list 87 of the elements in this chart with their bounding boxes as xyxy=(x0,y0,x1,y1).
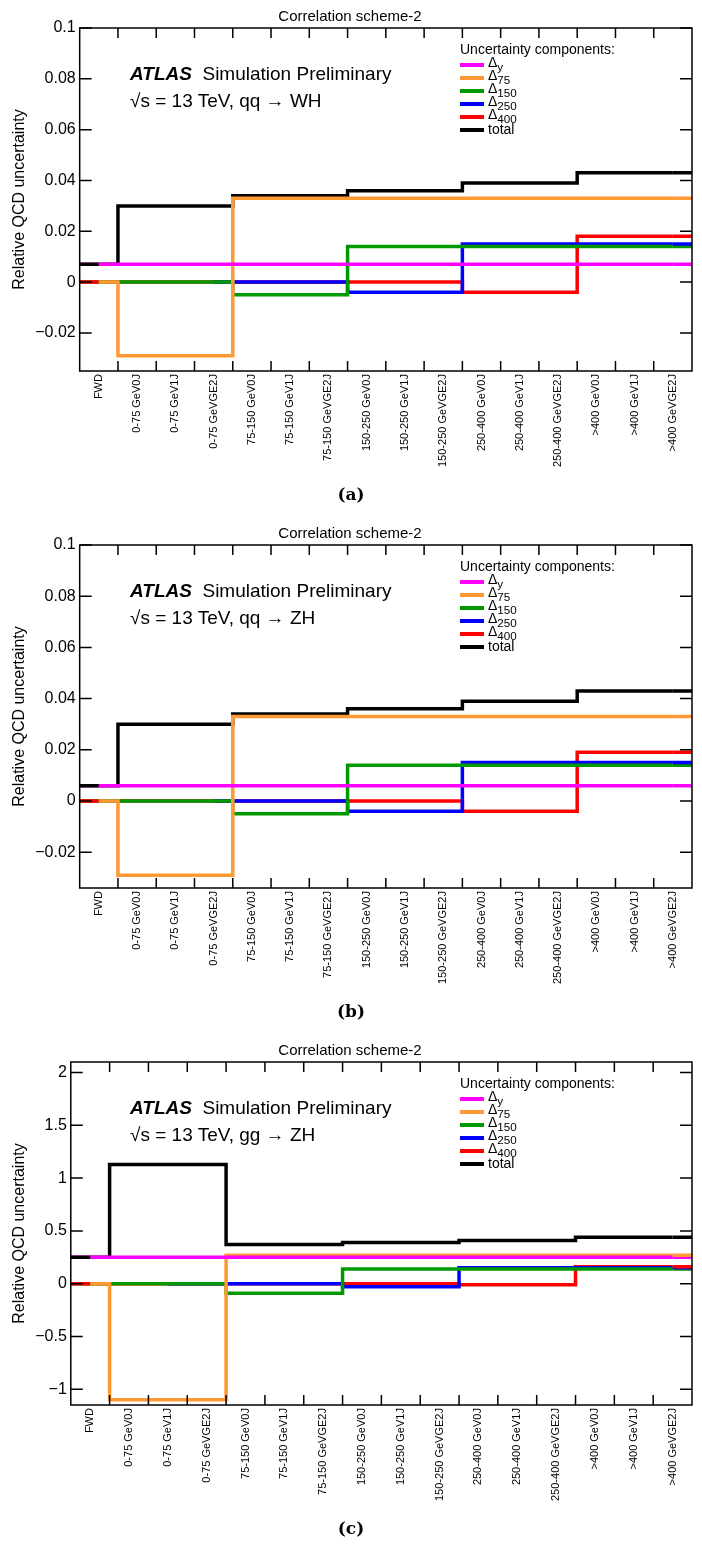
x-tick-label: >400 GeV0J xyxy=(589,891,602,953)
x-tick-label: FWD xyxy=(91,374,104,400)
y-tick-label: −0.02 xyxy=(35,323,76,341)
y-axis-title: Relative QCD uncertainty xyxy=(10,109,28,290)
legend-title: Uncertainty components: xyxy=(460,558,615,574)
y-tick-label: 0 xyxy=(66,272,76,290)
y-axis-title: Relative QCD uncertainty xyxy=(10,1143,28,1324)
x-tick-label: 150-250 GeV1J xyxy=(393,1408,406,1486)
text: (b) xyxy=(336,1001,366,1021)
chart-title: Correlation scheme-2 xyxy=(278,1041,422,1059)
x-tick-label: 0-75 GeV1J xyxy=(160,1408,173,1467)
x-tick-label: 75-150 GeV0J xyxy=(238,1408,251,1479)
y-tick-label: 0.04 xyxy=(44,170,76,188)
y-tick-label: 0.5 xyxy=(44,1221,67,1239)
x-tick-label: >400 GeV0J xyxy=(587,1408,600,1470)
y-tick-label: 0 xyxy=(66,791,76,809)
x-tick-label: 0-75 GeV0J xyxy=(130,374,143,433)
chart-title: Correlation scheme-2 xyxy=(278,7,422,25)
x-tick-label: >400 GeVGE2J xyxy=(665,1408,678,1486)
annotation: √s = 13 TeV, qq → ZH xyxy=(130,606,317,630)
chart-title: Correlation scheme-2 xyxy=(278,524,422,542)
x-tick-label: 250-400 GeV1J xyxy=(510,1408,523,1486)
y-tick-label: 0.04 xyxy=(44,689,76,707)
annotation: ATLAS Simulation Preliminary xyxy=(130,579,392,603)
x-tick-label: 0-75 GeV0J xyxy=(122,1408,135,1467)
x-tick-label: 150-250 GeV0J xyxy=(359,374,372,452)
y-tick-label: 0.02 xyxy=(44,221,76,239)
y-tick-label: 2 xyxy=(57,1062,67,1080)
x-tick-label: 150-250 GeVGE2J xyxy=(436,891,449,985)
x-tick-label: 150-250 GeV1J xyxy=(398,374,411,452)
x-tick-label: 75-150 GeVGE2J xyxy=(321,891,334,978)
annotation: √s = 13 TeV, gg → ZH xyxy=(130,1123,317,1147)
x-tick-label: 75-150 GeVGE2J xyxy=(321,374,334,461)
legend-title: Uncertainty components: xyxy=(460,41,615,57)
x-tick-label: >400 GeVGE2J xyxy=(665,891,678,969)
y-tick-label: −0.02 xyxy=(35,842,76,860)
x-tick-label: 75-150 GeV0J xyxy=(244,374,257,445)
x-tick-label: 150-250 GeV1J xyxy=(398,891,411,969)
x-tick-label: 75-150 GeV1J xyxy=(283,891,296,962)
x-tick-label: 250-400 GeV1J xyxy=(512,374,525,452)
x-tick-label: 250-400 GeVGE2J xyxy=(551,891,564,985)
y-tick-label: 0.02 xyxy=(44,740,76,758)
x-tick-label: 250-400 GeV1J xyxy=(512,891,525,969)
y-axis-title: Relative QCD uncertainty xyxy=(10,626,28,807)
y-tick-label: −1 xyxy=(48,1379,67,1397)
x-tick-label: >400 GeV1J xyxy=(627,891,640,953)
x-tick-label: 75-150 GeVGE2J xyxy=(316,1408,329,1495)
annotation: √s = 13 TeV, qq → WH xyxy=(130,89,323,113)
text: (a) xyxy=(336,484,366,504)
x-tick-label: 250-400 GeV0J xyxy=(471,1408,484,1486)
annotation: ATLAS Simulation Preliminary xyxy=(130,62,392,86)
x-tick-label: 0-75 GeV1J xyxy=(168,891,181,950)
y-tick-label: 0.1 xyxy=(53,18,76,36)
y-tick-label: 0.06 xyxy=(44,120,76,138)
text: (c) xyxy=(336,1518,366,1538)
x-tick-label: 250-400 GeV0J xyxy=(474,891,487,969)
x-tick-label: 75-150 GeV1J xyxy=(283,374,296,445)
y-tick-label: 0 xyxy=(57,1274,67,1292)
x-tick-label: >400 GeV1J xyxy=(626,1408,639,1470)
x-tick-label: 0-75 GeVGE2J xyxy=(199,1408,212,1483)
x-tick-label: >400 GeVGE2J xyxy=(665,374,678,452)
x-tick-label: FWD xyxy=(91,891,104,917)
y-tick-label: 0.06 xyxy=(44,637,76,655)
y-tick-label: −0.5 xyxy=(35,1326,67,1344)
y-tick-label: 0.08 xyxy=(44,586,76,604)
x-tick-label: FWD xyxy=(83,1408,96,1434)
x-tick-label: 150-250 GeVGE2J xyxy=(432,1408,445,1502)
x-tick-label: 0-75 GeV0J xyxy=(130,891,143,950)
x-tick-label: 150-250 GeV0J xyxy=(359,891,372,969)
y-tick-label: 1.5 xyxy=(44,1115,67,1133)
x-tick-label: 150-250 GeV0J xyxy=(355,1408,368,1486)
x-tick-label: 0-75 GeVGE2J xyxy=(206,891,219,966)
x-tick-label: 150-250 GeVGE2J xyxy=(436,374,449,468)
y-tick-label: 0.1 xyxy=(53,535,76,553)
x-tick-label: 250-400 GeVGE2J xyxy=(551,374,564,468)
x-tick-label: 75-150 GeV0J xyxy=(244,891,257,962)
x-tick-label: 0-75 GeVGE2J xyxy=(206,374,219,449)
y-tick-label: 0.08 xyxy=(44,69,76,87)
y-tick-label: 1 xyxy=(57,1168,67,1186)
x-tick-label: 250-400 GeVGE2J xyxy=(549,1408,562,1502)
legend-title: Uncertainty components: xyxy=(460,1075,615,1091)
x-tick-label: 0-75 GeV1J xyxy=(168,374,181,433)
x-tick-label: 250-400 GeV0J xyxy=(474,374,487,452)
x-tick-label: >400 GeV1J xyxy=(627,374,640,436)
x-tick-label: >400 GeV0J xyxy=(589,374,602,436)
annotation: ATLAS Simulation Preliminary xyxy=(130,1096,392,1120)
x-tick-label: 75-150 GeV1J xyxy=(277,1408,290,1479)
